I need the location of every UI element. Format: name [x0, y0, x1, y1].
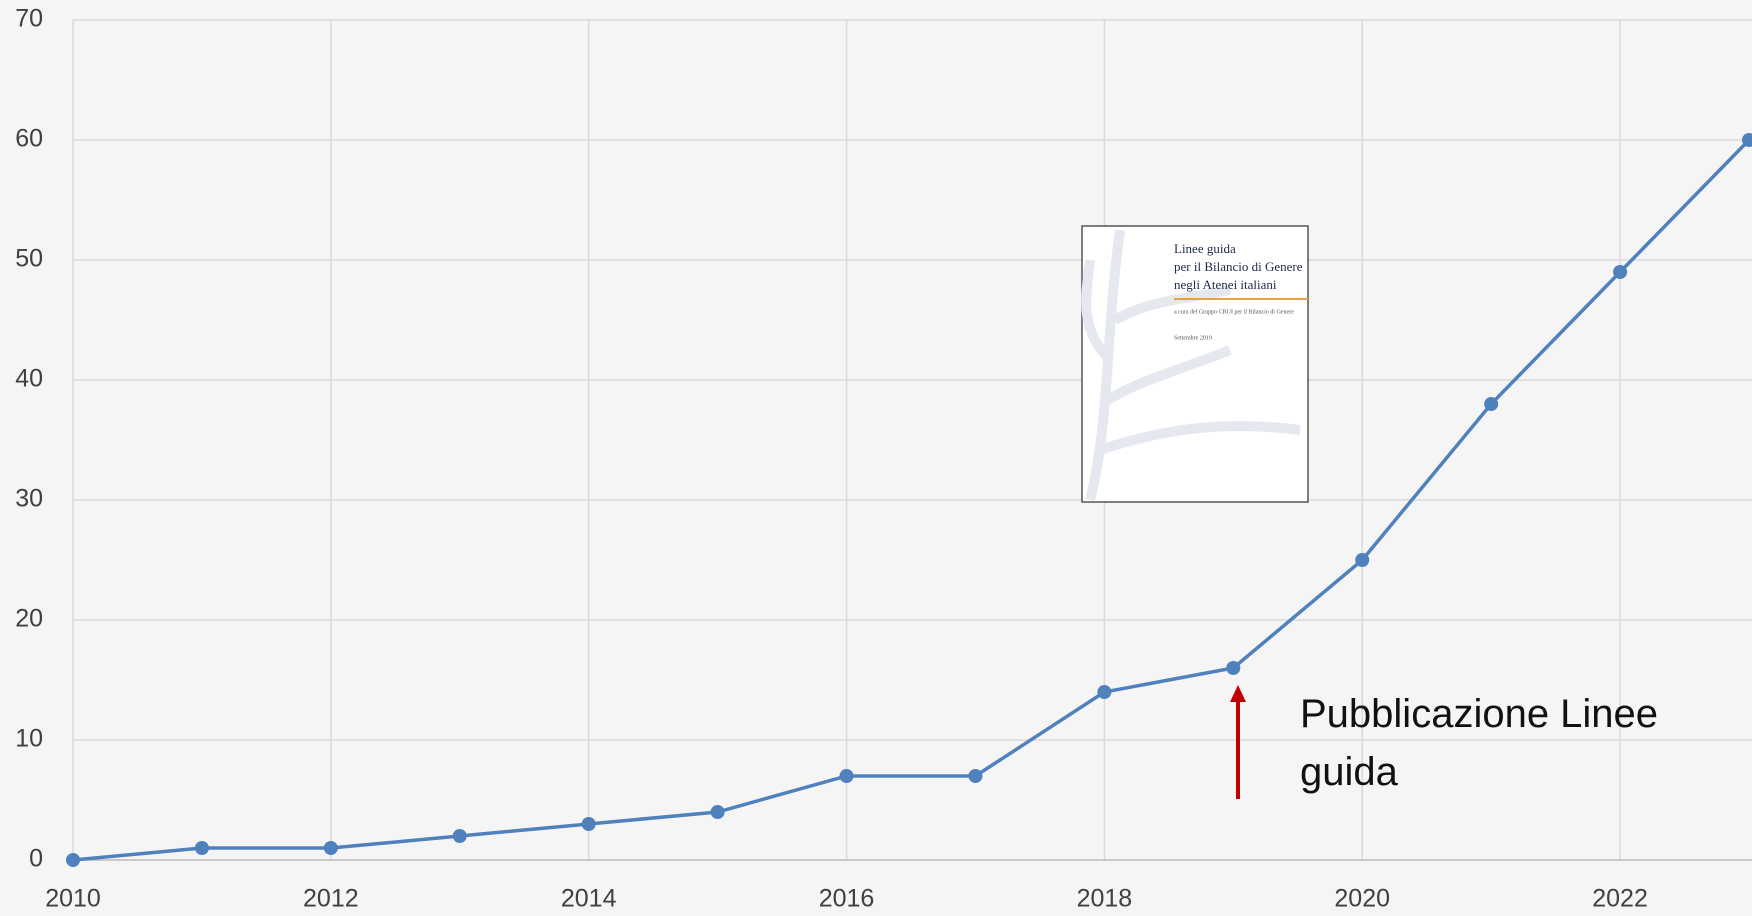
inset-date: Settembre 2019	[1174, 335, 1212, 341]
y-tick-label: 10	[15, 725, 43, 753]
data-point	[711, 805, 725, 819]
x-tick-label: 2018	[1077, 885, 1133, 913]
x-tick-label: 2022	[1592, 885, 1648, 913]
data-point	[1613, 265, 1627, 279]
data-point	[195, 841, 209, 855]
data-point	[1355, 553, 1369, 567]
y-tick-label: 20	[15, 605, 43, 633]
y-tick-label: 50	[15, 245, 43, 273]
x-tick-label: 2020	[1334, 885, 1390, 913]
page: Linee guida per il Bilancio di Genere ne…	[0, 0, 1752, 916]
inset-title: per il Bilancio di Genere	[1174, 259, 1303, 274]
data-point	[324, 841, 338, 855]
data-point	[968, 769, 982, 783]
data-point	[453, 829, 467, 843]
y-tick-label: 70	[15, 5, 43, 33]
x-tick-label: 2014	[561, 885, 617, 913]
data-point	[582, 817, 596, 831]
data-point	[66, 853, 80, 867]
x-tick-label: 2016	[819, 885, 875, 913]
inset-subtitle: a cura del Gruppo CRUI per il Bilancio d…	[1174, 309, 1294, 315]
data-point	[1484, 397, 1498, 411]
data-point	[1226, 661, 1240, 675]
y-tick-label: 30	[15, 485, 43, 513]
y-tick-label: 0	[29, 845, 43, 873]
data-point	[1097, 685, 1111, 699]
inset-title: negli Atenei italiani	[1174, 277, 1277, 292]
annotation: Pubblicazione Linee guida	[1300, 685, 1720, 801]
data-point	[840, 769, 854, 783]
x-tick-label: 2012	[303, 885, 359, 913]
inset-document: Linee guida per il Bilancio di Genere ne…	[1082, 226, 1308, 502]
y-tick-label: 40	[15, 365, 43, 393]
x-tick-label: 2010	[45, 885, 101, 913]
inset-title: Linee guida	[1174, 241, 1236, 256]
y-tick-label: 60	[15, 125, 43, 153]
